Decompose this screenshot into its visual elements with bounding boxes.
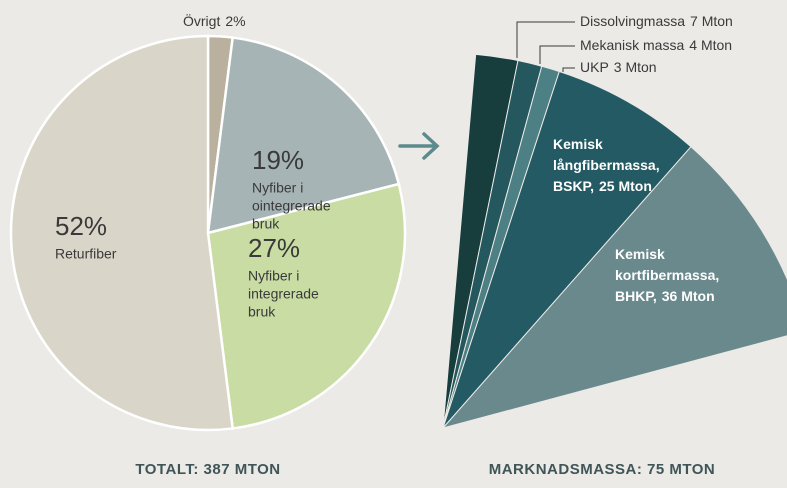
category-label: kortfibermassa, xyxy=(615,267,719,283)
category-label: Nyfiber i xyxy=(248,268,299,284)
value-label: 36 Mton xyxy=(662,288,715,304)
category-label: Nyfiber i xyxy=(252,180,303,196)
chart-title: TOTALT: 387 MTON xyxy=(135,461,280,478)
value-label: 19% xyxy=(252,145,304,175)
category-label: Kemisk xyxy=(553,136,603,152)
category-label: Övrigt xyxy=(183,12,220,29)
leader-line xyxy=(516,21,575,58)
pie-slice xyxy=(9,34,235,432)
chart-title: MARKNADSMASSA: 75 MTON xyxy=(489,461,716,478)
slice-label: Dissolvingmassa 7 Mton xyxy=(580,13,733,29)
pie-slice xyxy=(441,146,787,429)
pie-slice xyxy=(206,36,401,235)
category-label: BHKP, xyxy=(615,288,657,304)
value-label: 27% xyxy=(248,233,300,263)
category-label: BHKP, 36 Mton xyxy=(615,288,715,304)
value-label: 25 Mton xyxy=(599,178,652,194)
category-label: UKP xyxy=(580,59,609,75)
category-label: Dissolvingmassa xyxy=(580,13,685,29)
category-label: Kemisk xyxy=(615,246,665,262)
category-label: bruk xyxy=(252,216,280,232)
slice-label: UKP 3 Mton xyxy=(580,59,657,75)
value-label: 7 Mton xyxy=(690,13,733,29)
category-label: Mekanisk massa xyxy=(580,37,684,53)
slice-label: Mekanisk massa 4 Mton xyxy=(580,37,732,53)
value-label: 52% xyxy=(55,211,107,241)
category-label: Returfiber xyxy=(55,246,117,262)
category-label: kortfibermassa, xyxy=(615,267,719,283)
slice-label: Övrigt 2% xyxy=(183,12,246,29)
value-label: 2% xyxy=(225,13,245,29)
category-label: Kemisk xyxy=(553,136,603,152)
leader-line xyxy=(539,45,575,64)
category-label: BSKP, xyxy=(553,178,594,194)
pie-slice xyxy=(206,182,407,430)
category-label: Kemisk xyxy=(615,246,665,262)
category-label: långfibermassa, xyxy=(553,157,660,173)
arrow xyxy=(398,132,440,160)
category-label: BSKP, 25 Mton xyxy=(553,178,652,194)
value-label: 4 Mton xyxy=(689,37,732,53)
category-label: långfibermassa, xyxy=(553,157,660,173)
category-label: ointegrerade xyxy=(252,198,331,214)
category-label: bruk xyxy=(248,304,276,320)
leader-line xyxy=(562,67,575,72)
value-label: 3 Mton xyxy=(614,59,657,75)
pie-slice xyxy=(442,70,692,429)
category-label: integrerade xyxy=(248,286,319,302)
